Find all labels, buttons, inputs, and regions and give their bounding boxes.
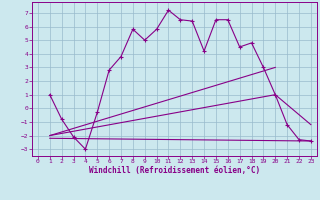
X-axis label: Windchill (Refroidissement éolien,°C): Windchill (Refroidissement éolien,°C)	[89, 166, 260, 175]
